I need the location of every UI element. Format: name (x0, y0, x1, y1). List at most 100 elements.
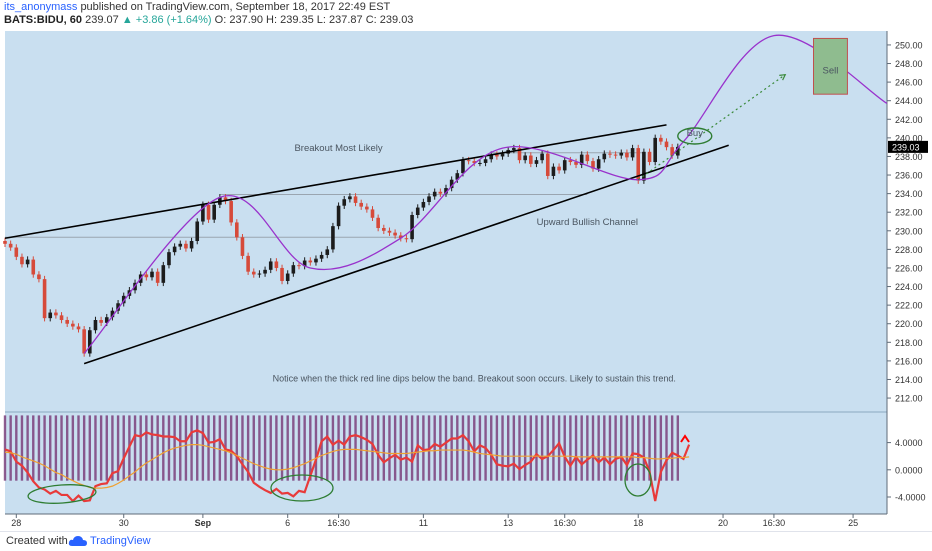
ohlc-values: O: 237.90 H: 239.35 L: 237.87 C: 239.03 (214, 14, 414, 26)
price-axis[interactable]: 212.00 214.00 216.00 218.00 220.00 222.00 224.… (887, 40, 928, 404)
sell-zone-box[interactable] (813, 37, 848, 95)
candle (257, 273, 262, 275)
histogram-bar (145, 415, 148, 481)
candle (540, 153, 544, 161)
candle (382, 228, 386, 231)
price-tick-label: 236.00 (895, 171, 923, 181)
oscillator-ellipse[interactable] (270, 474, 334, 502)
candle (319, 254, 324, 259)
candle (670, 147, 674, 156)
time-tick-label: 20 (718, 518, 728, 528)
histogram-bar (43, 415, 46, 481)
tradingview-brand[interactable]: TradingView (90, 535, 151, 547)
histogram-bar (292, 415, 295, 481)
histogram-bar (150, 415, 154, 481)
published-text: published on TradingView.com, September … (80, 1, 391, 13)
histogram-bar (405, 415, 408, 481)
candle (201, 204, 205, 222)
candle (59, 315, 64, 321)
candle (636, 148, 641, 181)
candle (65, 320, 69, 324)
price-tick-label: 240.00 (895, 133, 923, 143)
candle (404, 238, 409, 240)
histogram-bar (246, 415, 250, 481)
histogram-bar (196, 415, 199, 481)
projection-line[interactable] (637, 74, 786, 181)
candle (415, 207, 420, 215)
candle (647, 151, 652, 163)
histogram-bar (320, 415, 323, 481)
upper-trendline[interactable] (4, 124, 667, 240)
histogram-bar (439, 415, 442, 481)
histogram-bar (676, 415, 680, 481)
candle (500, 153, 505, 157)
histogram-bar (529, 415, 533, 481)
candle (42, 279, 47, 319)
time-tick-label: 28 (11, 518, 21, 528)
candle (172, 246, 177, 253)
candle (619, 152, 624, 156)
publish-line: its_anonymass published on TradingView.c… (4, 1, 390, 14)
candle (557, 166, 561, 171)
chart-area[interactable]: Breakout Most Likely Upward Bullish Chann… (0, 28, 932, 531)
author-link[interactable]: its_anonymass (4, 1, 78, 13)
candle (280, 267, 284, 281)
label-notice: Notice when the thick red line dips belo… (273, 373, 676, 383)
candle (359, 202, 363, 207)
histogram-bar (490, 415, 493, 481)
symbol-label[interactable]: BATS:BIDU, 60 (4, 14, 83, 26)
oscillator-ellipse[interactable] (27, 483, 97, 506)
histogram-bar (591, 415, 595, 481)
price-tick-label: 222.00 (895, 301, 923, 311)
histogram-bar (388, 415, 391, 481)
candle (229, 201, 233, 223)
lower-trendline[interactable] (83, 144, 729, 365)
price-tick-label: 226.00 (895, 263, 923, 273)
histogram-bar (506, 415, 510, 481)
candle (568, 160, 573, 163)
histogram-bar (77, 415, 80, 481)
histogram-bar (184, 415, 188, 481)
price-tick-label: 238.00 (895, 152, 923, 162)
candle (534, 160, 539, 164)
histogram-bar (60, 415, 63, 481)
candle (104, 317, 109, 323)
histogram-bar (26, 415, 29, 481)
trendlines (4, 34, 888, 365)
oscillator-axis[interactable]: -4.0000 0.0000 4.0000 (887, 438, 926, 503)
change-arrow-icon: ▲ (121, 14, 133, 26)
time-tick-label: 13 (503, 518, 513, 528)
buy-ellipse[interactable] (677, 127, 713, 145)
price-pane[interactable] (5, 31, 887, 412)
forecast-arc[interactable] (83, 34, 888, 354)
histogram-bar (376, 415, 380, 481)
candle (466, 160, 471, 162)
histogram-bar (371, 415, 374, 481)
candle (212, 204, 216, 220)
oscillator-tick-label: 4.0000 (895, 438, 923, 448)
histogram-bar (648, 415, 651, 481)
price-change: +3.86 (+1.64%) (135, 14, 212, 26)
histogram-bar (156, 415, 159, 481)
label-sell: Sell (823, 66, 839, 77)
oscillator-ellipse[interactable] (624, 463, 652, 497)
candle (206, 204, 211, 220)
candle (427, 196, 431, 202)
candle (353, 196, 358, 203)
histogram-bar (399, 415, 402, 481)
histogram-bar (337, 415, 340, 481)
histogram-bar (343, 415, 346, 481)
histogram-bar (65, 415, 69, 481)
candle (251, 271, 256, 275)
oscillator-tick-label: -4.0000 (895, 493, 926, 503)
candle (676, 146, 680, 156)
candle (653, 137, 657, 163)
chart-header: its_anonymass published on TradingView.c… (0, 0, 932, 28)
histogram-bar (354, 415, 357, 481)
histogram-bar (190, 415, 193, 481)
candle (551, 166, 556, 176)
candle (325, 249, 330, 255)
time-axis[interactable]: 28 30 Sep 6 16:30 11 13 16:30 18 20 16:30 25 (11, 514, 858, 528)
histogram-bar (495, 415, 499, 481)
price-tick-label: 234.00 (895, 189, 923, 199)
